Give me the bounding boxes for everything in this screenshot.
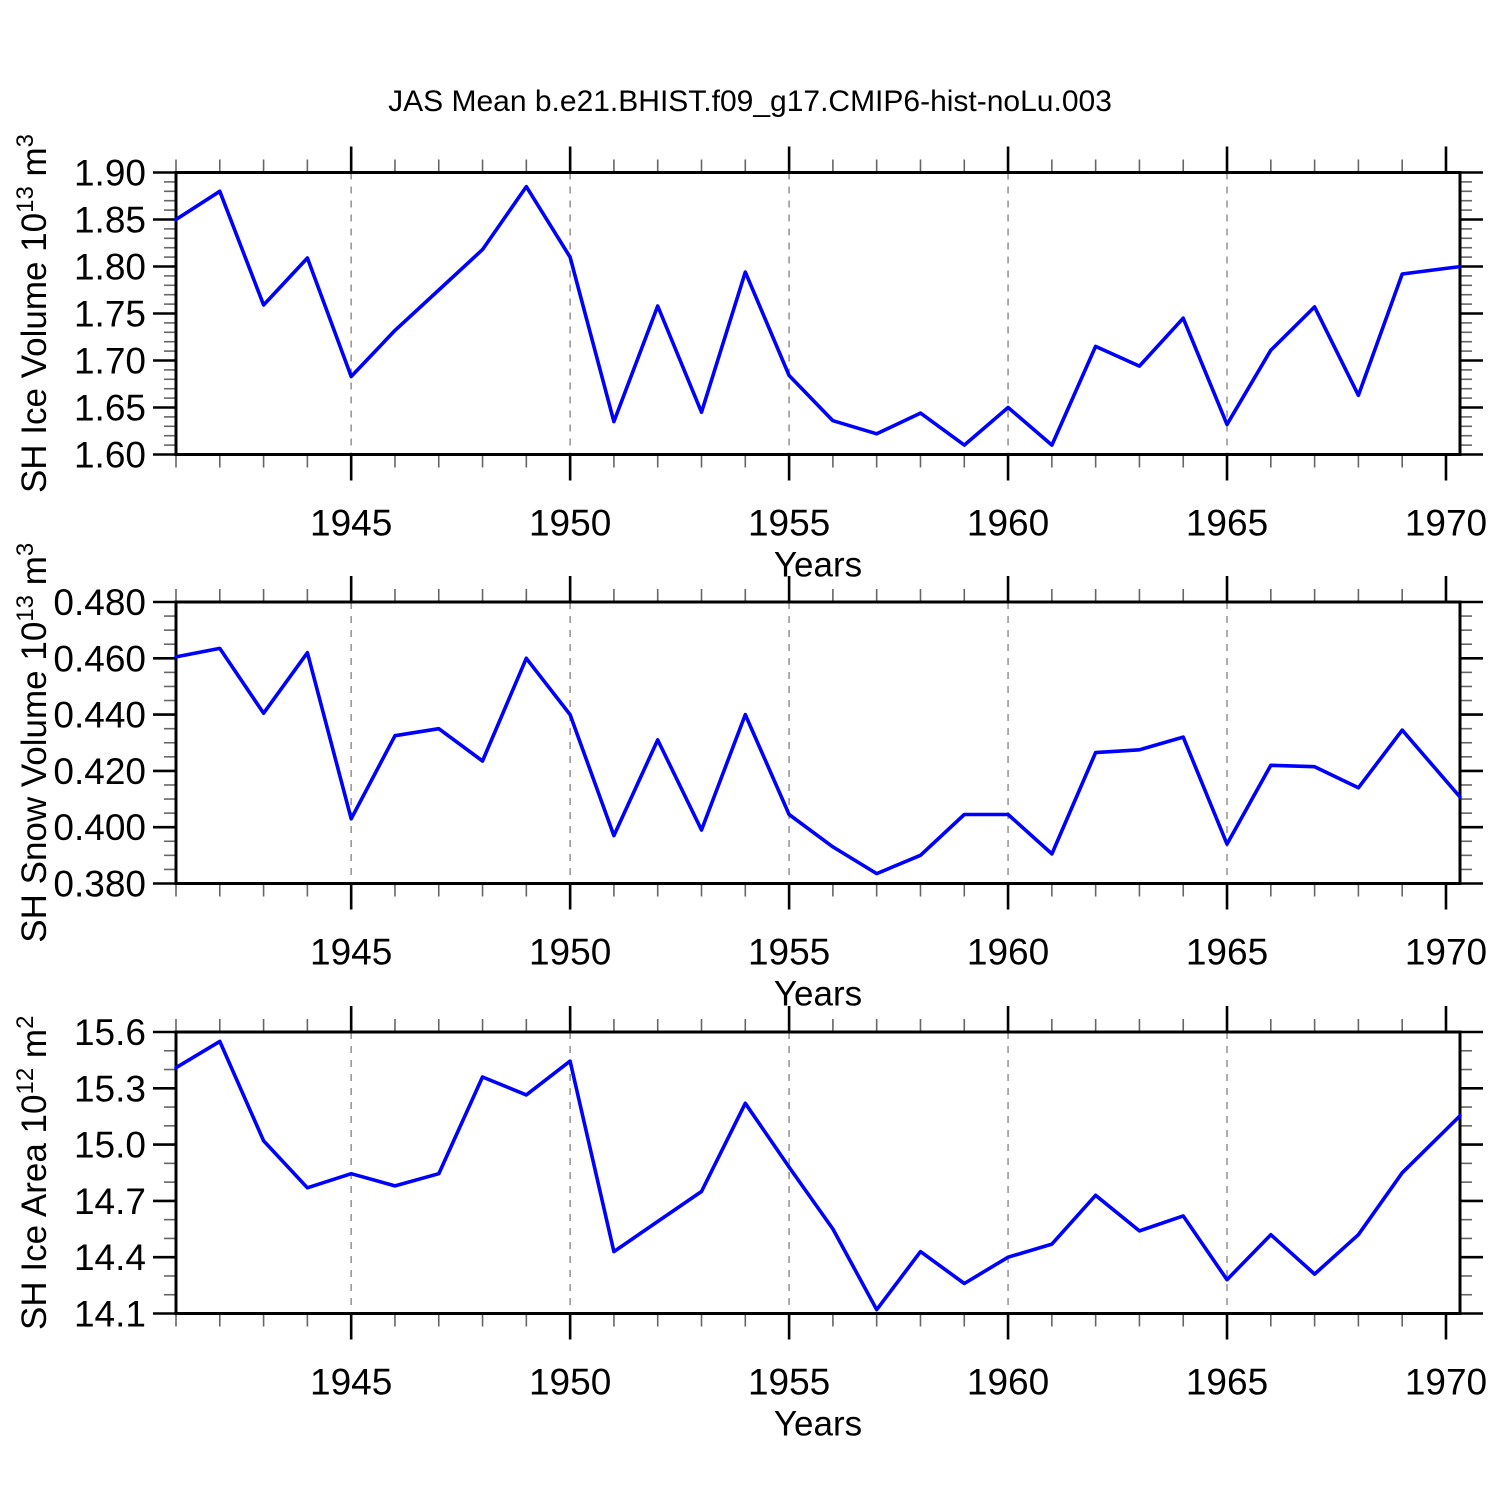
x-tick-label: 1950: [529, 1362, 611, 1403]
y-tick-labels: 15.6 15.3 15.0 14.7 14.4 14.1: [74, 1012, 146, 1335]
y-tick-label: 1.85: [74, 200, 146, 241]
x-tick-label: 1950: [529, 503, 611, 544]
x-tick-label: 1950: [529, 932, 611, 973]
plot-1: 1.90 1.85 1.80 1.75 1.70 1.65 1.60 1945 1950 1955…: [12, 134, 1487, 585]
y-axis-title: SH Snow Volume 1013 m3: [12, 543, 54, 943]
y-tick-label: 1.70: [74, 341, 146, 382]
x-tick-label: 1970: [1405, 932, 1487, 973]
x-tick-label: 1945: [310, 932, 392, 973]
y-tick-label: 1.60: [74, 435, 146, 476]
x-tick-label: 1970: [1405, 503, 1487, 544]
y-tick-label: 1.75: [74, 294, 146, 335]
y-tick-labels: 0.480 0.460 0.440 0.420 0.400 0.380: [53, 582, 146, 905]
x-axis-title: Years: [774, 975, 862, 1014]
x-tick-label: 1955: [748, 932, 830, 973]
x-tick-labels: 1945 1950 1955 1960 1965 1970: [310, 503, 1487, 544]
y-axis-title: SH Ice Area 1012 m2: [12, 1016, 54, 1330]
y-tick-label: 0.400: [53, 807, 146, 848]
x-axis-title: Years: [774, 546, 862, 585]
x-tick-label: 1955: [748, 503, 830, 544]
plot-border: [174, 171, 1462, 456]
x-tick-label: 1965: [1186, 1362, 1268, 1403]
y-tick-label: 14.7: [74, 1181, 146, 1222]
plot-3: 15.6 15.3 15.0 14.7 14.4 14.1 1945 1950 1955 1960…: [12, 1006, 1487, 1444]
gridlines: [350, 172, 1228, 455]
x-tick-label: 1960: [967, 503, 1049, 544]
y-tick-label: 0.440: [53, 695, 146, 736]
x-tick-label: 1965: [1186, 503, 1268, 544]
x-tick-label: 1955: [748, 1362, 830, 1403]
y-tick-label: 0.420: [53, 751, 146, 792]
x-tick-label: 1945: [310, 1362, 392, 1403]
plot-border: [174, 600, 1462, 885]
gridlines: [350, 1032, 1228, 1314]
tick-marks: [153, 576, 1483, 910]
y-tick-label: 1.65: [74, 388, 146, 429]
y-tick-label: 1.90: [74, 153, 146, 194]
data-line: [174, 184, 1462, 447]
y-tick-label: 15.6: [74, 1012, 146, 1053]
data-line: [174, 1039, 1462, 1312]
y-tick-label: 15.3: [74, 1068, 146, 1109]
y-tick-label: 0.380: [53, 864, 146, 905]
y-axis-title: SH Ice Volume 1013 m3: [12, 134, 54, 493]
x-tick-label: 1960: [967, 1362, 1049, 1403]
plot-border: [174, 1030, 1462, 1315]
data-line: [174, 646, 1462, 876]
tick-marks: [153, 146, 1483, 481]
y-tick-label: 15.0: [74, 1125, 146, 1166]
x-tick-labels: 1945 1950 1955 1960 1965 1970: [310, 1362, 1487, 1403]
tick-marks: [153, 1006, 1483, 1340]
y-tick-label: 0.480: [53, 582, 146, 623]
y-tick-label: 0.460: [53, 638, 146, 679]
y-tick-label: 14.1: [74, 1294, 146, 1335]
gridlines: [350, 602, 1228, 884]
x-tick-label: 1965: [1186, 932, 1268, 973]
x-tick-label: 1970: [1405, 1362, 1487, 1403]
y-tick-labels: 1.90 1.85 1.80 1.75 1.70 1.65 1.60: [74, 153, 146, 476]
x-tick-label: 1960: [967, 932, 1049, 973]
chart-title: JAS Mean b.e21.BHIST.f09_g17.CMIP6-hist-…: [388, 85, 1112, 118]
y-tick-label: 14.4: [74, 1237, 146, 1278]
x-tick-labels: 1945 1950 1955 1960 1965 1970: [310, 932, 1487, 973]
x-tick-label: 1945: [310, 503, 392, 544]
x-axis-title: Years: [774, 1405, 862, 1444]
y-tick-label: 1.80: [74, 247, 146, 288]
